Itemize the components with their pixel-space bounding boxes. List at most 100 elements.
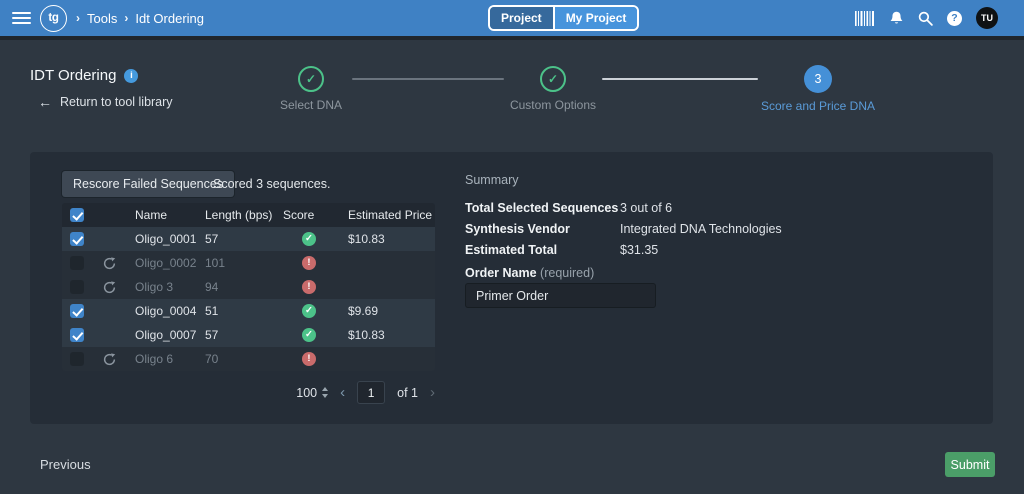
- rescore-failed-sequences-button[interactable]: Rescore Failed Sequences: [62, 171, 234, 197]
- sequence-name: Oligo 3: [126, 280, 200, 294]
- estimated-price: $9.69: [342, 304, 435, 318]
- rescore-icon[interactable]: [103, 257, 116, 270]
- scored-status-text: Scored 3 sequences.: [213, 177, 330, 191]
- row-checkbox[interactable]: [70, 256, 84, 270]
- step-complete-icon[interactable]: ✓: [540, 66, 566, 92]
- rescore-icon[interactable]: [103, 281, 116, 294]
- row-checkbox[interactable]: [70, 352, 84, 366]
- help-icon[interactable]: ?: [947, 11, 962, 26]
- submit-button[interactable]: Submit: [945, 452, 995, 477]
- sequence-length: 57: [200, 328, 276, 342]
- row-checkbox[interactable]: [70, 304, 84, 318]
- rescore-icon[interactable]: [103, 353, 116, 366]
- order-name-input[interactable]: [465, 283, 656, 308]
- step-complete-icon[interactable]: ✓: [298, 66, 324, 92]
- order-name-label: Order Name (required): [465, 266, 594, 280]
- estimated-price: $10.83: [342, 232, 435, 246]
- next-page-chevron-icon[interactable]: ›: [430, 385, 435, 400]
- previous-button[interactable]: Previous: [40, 457, 91, 472]
- summary-value: 3 out of 6: [620, 201, 672, 215]
- sequence-name: Oligo_0002: [126, 256, 200, 270]
- summary-title: Summary: [465, 173, 518, 187]
- page-title: IDT Ordering: [30, 67, 116, 84]
- step-custom-options: ✓ Custom Options: [483, 66, 623, 112]
- column-header-name: Name: [126, 208, 200, 222]
- breadcrumb: › Tools › Idt Ordering: [76, 11, 204, 26]
- app-logo[interactable]: tg: [40, 5, 67, 32]
- page-size-selector[interactable]: 100: [296, 386, 328, 400]
- order-name-label-text: Order Name: [465, 266, 537, 280]
- top-navbar: tg › Tools › Idt Ordering Project My Pro…: [0, 0, 1024, 40]
- sequence-length: 101: [200, 256, 276, 270]
- summary-value: Integrated DNA Technologies: [620, 222, 782, 236]
- project-label-segment[interactable]: Project: [490, 7, 555, 29]
- sequence-length: 70: [200, 352, 276, 366]
- score-status-icon: !: [302, 256, 316, 270]
- table-row[interactable]: Oligo_0001 57 ✓ $10.83: [62, 227, 435, 251]
- score-status-icon: ✓: [302, 304, 316, 318]
- page-number-input[interactable]: 1: [357, 381, 385, 404]
- notifications-bell-icon[interactable]: [889, 10, 904, 26]
- table-row[interactable]: Oligo_0004 51 ✓ $9.69: [62, 299, 435, 323]
- estimated-price: $10.83: [342, 328, 435, 342]
- score-status-icon: !: [302, 280, 316, 294]
- table-row[interactable]: Oligo 6 70 !: [62, 347, 435, 371]
- column-header-score: Score: [276, 208, 342, 222]
- sequence-length: 94: [200, 280, 276, 294]
- back-arrow-icon: ←: [38, 95, 52, 109]
- summary-value: $31.35: [620, 243, 658, 257]
- active-project-segment[interactable]: My Project: [555, 7, 638, 29]
- breadcrumb-tools[interactable]: Tools: [87, 11, 117, 26]
- main-panel: Rescore Failed Sequences Scored 3 sequen…: [30, 152, 993, 424]
- sequence-name: Oligo_0007: [126, 328, 200, 342]
- breadcrumb-idt-ordering[interactable]: Idt Ordering: [135, 11, 204, 26]
- page-count-label: of 1: [397, 386, 418, 400]
- step-select-dna: ✓ Select DNA: [241, 66, 381, 112]
- chevron-right-icon: ›: [124, 11, 128, 25]
- summary-row: Total Selected Sequences 3 out of 6: [465, 201, 782, 215]
- sequence-name: Oligo_0001: [126, 232, 200, 246]
- previous-page-chevron-icon[interactable]: ‹: [340, 385, 345, 400]
- menu-icon[interactable]: [12, 12, 31, 25]
- row-checkbox[interactable]: [70, 280, 84, 294]
- select-all-checkbox[interactable]: [70, 208, 84, 222]
- return-to-tool-library-link[interactable]: ← Return to tool library: [38, 95, 173, 109]
- chevron-right-icon: ›: [76, 11, 80, 25]
- sequences-table: Name Length (bps) Score Estimated Price …: [62, 203, 435, 371]
- score-status-icon: !: [302, 352, 316, 366]
- sequence-name: Oligo 6: [126, 352, 200, 366]
- summary-row: Estimated Total $31.35: [465, 243, 782, 257]
- summary-label: Estimated Total: [465, 243, 620, 257]
- page-size-spinner-icon[interactable]: [322, 387, 328, 398]
- table-row[interactable]: Oligo_0007 57 ✓ $10.83: [62, 323, 435, 347]
- page-header: IDT Ordering i ← Return to tool library …: [0, 40, 1024, 152]
- sequence-length: 57: [200, 232, 276, 246]
- row-checkbox[interactable]: [70, 328, 84, 342]
- search-icon[interactable]: [918, 11, 933, 26]
- summary-label: Synthesis Vendor: [465, 222, 620, 236]
- column-header-price: Estimated Price: [342, 208, 435, 222]
- project-switcher: Project My Project: [488, 5, 639, 31]
- user-avatar[interactable]: TU: [976, 7, 998, 29]
- barcode-icon[interactable]: [855, 11, 875, 26]
- step-connector: [602, 78, 758, 80]
- page-size-value: 100: [296, 386, 317, 400]
- summary-label: Total Selected Sequences: [465, 201, 620, 215]
- table-row[interactable]: Oligo_0002 101 !: [62, 251, 435, 275]
- row-checkbox[interactable]: [70, 232, 84, 246]
- score-status-icon: ✓: [302, 232, 316, 246]
- required-hint: (required): [540, 266, 594, 280]
- info-icon[interactable]: i: [124, 69, 138, 83]
- table-header-row: Name Length (bps) Score Estimated Price: [62, 203, 435, 227]
- summary-row: Synthesis Vendor Integrated DNA Technolo…: [465, 222, 782, 236]
- table-row[interactable]: Oligo 3 94 !: [62, 275, 435, 299]
- column-header-length: Length (bps): [200, 208, 276, 222]
- sequence-name: Oligo_0004: [126, 304, 200, 318]
- score-status-icon: ✓: [302, 328, 316, 342]
- step-label: Custom Options: [510, 98, 596, 112]
- back-link-label: Return to tool library: [60, 95, 173, 109]
- step-label: Select DNA: [280, 98, 342, 112]
- step-number-badge[interactable]: 3: [804, 65, 832, 93]
- step-label: Score and Price DNA: [761, 99, 875, 113]
- summary-rows: Total Selected Sequences 3 out of 6 Synt…: [465, 201, 782, 257]
